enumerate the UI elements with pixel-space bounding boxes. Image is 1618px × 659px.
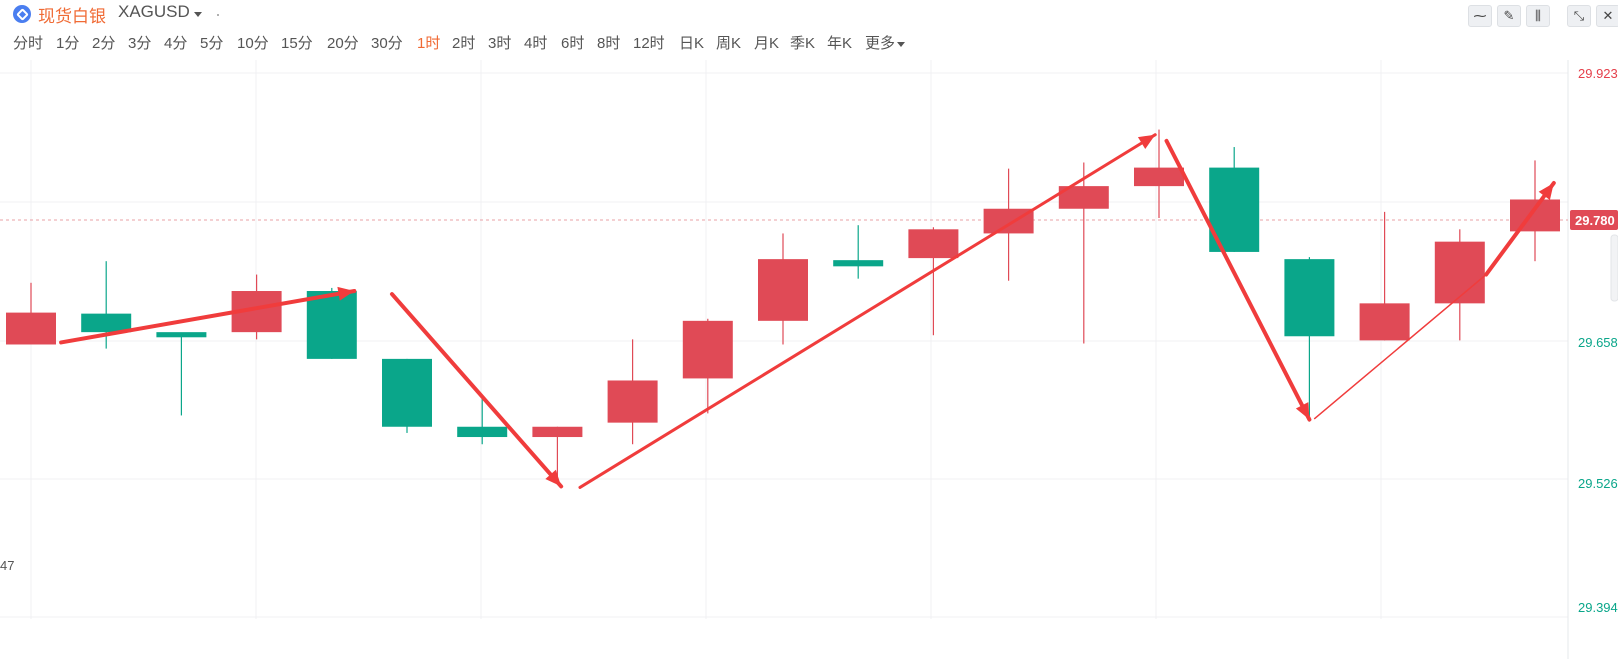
period-tab[interactable]: 3分 <box>128 35 152 52</box>
candlestick-chart[interactable]: 29.923 29.658 29.526 29.394 29.780 47 <box>0 60 1618 659</box>
chart-header: 现货白银 XAGUSD ⁓ ✎ ⫼ ⤡ ✕ <box>0 0 1618 30</box>
side-panel-handle <box>1610 234 1618 302</box>
line-chart-icon[interactable]: ⁓ <box>1468 5 1492 27</box>
period-tab[interactable]: 2分 <box>92 35 116 52</box>
current-price-badge <box>1570 210 1618 231</box>
candle-body <box>682 320 733 379</box>
trend-arrow-line <box>1164 138 1312 422</box>
arrowhead-icon <box>337 286 355 301</box>
y-tick-label: 29.658 <box>1578 335 1618 350</box>
collapse-icon[interactable]: ⤡ <box>1567 5 1591 27</box>
arrowhead-icon <box>1295 402 1310 420</box>
period-tab[interactable]: 1分 <box>56 35 80 52</box>
candle-body <box>1284 259 1335 337</box>
candle-body <box>1510 199 1560 232</box>
y-tick-label: 29.923 <box>1578 66 1618 81</box>
candle-body <box>1134 167 1184 187</box>
candle-body <box>156 332 207 338</box>
period-tab[interactable]: 5分 <box>200 35 224 52</box>
period-tab[interactable]: 12时 <box>633 35 665 52</box>
period-tab[interactable]: 周K <box>716 35 742 52</box>
period-tab[interactable]: 更多 <box>865 32 906 53</box>
candle-body <box>833 260 884 267</box>
close-icon[interactable]: ✕ <box>1596 5 1618 27</box>
period-tab[interactable]: 分时 <box>13 35 44 52</box>
separator-dot <box>217 14 219 16</box>
candle-body <box>908 229 959 259</box>
candle-body <box>6 312 56 345</box>
period-tab[interactable]: 月K <box>754 35 780 52</box>
candle-body <box>382 358 432 427</box>
period-tab[interactable]: 8时 <box>597 35 621 52</box>
pen-icon[interactable]: ✎ <box>1497 5 1521 27</box>
silver-logo-icon <box>13 5 31 23</box>
left-axis-label: 47 <box>0 558 14 573</box>
current-price-label: 29.780 <box>1575 213 1615 228</box>
period-tab[interactable]: 3时 <box>488 35 512 52</box>
period-tab[interactable]: 日K <box>679 35 705 52</box>
instrument-title[interactable]: 现货白银 <box>38 7 106 26</box>
period-tab[interactable]: 15分 <box>281 35 313 52</box>
y-tick-label: 29.526 <box>1578 476 1618 491</box>
candle-body <box>1359 303 1410 341</box>
period-tab[interactable]: 年K <box>827 35 853 52</box>
y-tick-label: 29.394 <box>1578 600 1618 615</box>
period-tab[interactable]: 4分 <box>164 35 188 52</box>
trend-arrow-line <box>1484 181 1556 277</box>
candle-body <box>306 291 357 359</box>
chevron-down-icon <box>897 41 906 47</box>
period-tab[interactable]: 10分 <box>237 35 269 52</box>
chevron-down-icon[interactable] <box>194 12 202 17</box>
period-tab[interactable]: 30分 <box>371 35 403 52</box>
period-tab[interactable]: 20分 <box>327 35 359 52</box>
period-tab[interactable]: 6时 <box>561 35 585 52</box>
trend-arrow-line <box>1313 273 1487 420</box>
arrowhead-icon <box>1137 134 1156 150</box>
candle-body <box>1434 241 1485 304</box>
arrowhead-icon <box>545 469 562 487</box>
candle-body <box>532 426 583 438</box>
period-tab[interactable]: 4时 <box>524 35 548 52</box>
trend-arrow-line <box>389 292 564 489</box>
period-tab[interactable]: 1时 <box>417 35 441 52</box>
candle-body <box>457 426 508 438</box>
period-tab[interactable]: 季K <box>790 35 816 52</box>
trend-arrow-line <box>578 133 1157 489</box>
arrowhead-icon <box>1538 183 1554 201</box>
period-tab[interactable]: 2时 <box>452 35 476 52</box>
candle-body <box>758 259 808 321</box>
trend-arrow-line <box>59 289 357 345</box>
candlestick-icon[interactable]: ⫼ <box>1526 5 1550 27</box>
candle-body <box>81 313 132 333</box>
instrument-symbol[interactable]: XAGUSD <box>118 2 190 21</box>
candle-body <box>1058 186 1109 209</box>
candle-body <box>607 380 658 423</box>
